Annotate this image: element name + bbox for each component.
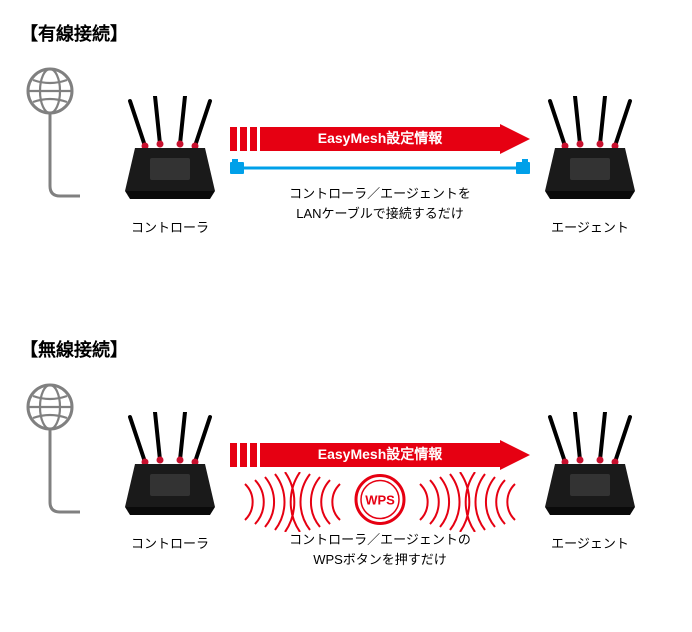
agent-router: エージェント bbox=[530, 96, 650, 236]
wireless-diagram: コントローラ EasyMesh設定情報 bbox=[20, 382, 672, 602]
globe-icon bbox=[20, 382, 80, 527]
controller-router: コントローラ bbox=[110, 96, 230, 236]
wps-wireless-icon: WPS bbox=[230, 472, 530, 532]
agent-router: エージェント bbox=[530, 412, 650, 552]
desc-line1: コントローラ／エージェントを bbox=[289, 186, 471, 201]
wireless-title: 【無線接続】 bbox=[20, 336, 672, 362]
wps-badge: WPS bbox=[354, 474, 406, 531]
arrow-text: EasyMesh設定情報 bbox=[318, 444, 442, 464]
agent-label: エージェント bbox=[530, 217, 650, 236]
wired-diagram: コントローラ EasyMesh設定情報 コン bbox=[20, 66, 672, 286]
router-icon bbox=[530, 412, 650, 522]
wired-description: コントローラ／エージェントを LANケーブルで接続するだけ bbox=[230, 184, 530, 223]
desc-line2: LANケーブルで接続するだけ bbox=[296, 206, 464, 221]
arrow-icon: EasyMesh設定情報 bbox=[230, 440, 530, 475]
controller-label: コントローラ bbox=[110, 217, 230, 236]
router-icon bbox=[110, 96, 230, 206]
controller-router: コントローラ bbox=[110, 412, 230, 552]
wps-label: WPS bbox=[354, 474, 406, 526]
wired-title: 【有線接続】 bbox=[20, 20, 672, 46]
router-icon bbox=[110, 412, 230, 522]
wired-section: 【有線接続】 bbox=[0, 0, 692, 316]
lan-cable-icon bbox=[230, 158, 530, 183]
arrow-text: EasyMesh設定情報 bbox=[318, 128, 442, 148]
arrow-icon: EasyMesh設定情報 bbox=[230, 124, 530, 159]
desc-line2: WPSボタンを押すだけ bbox=[313, 552, 447, 567]
desc-line1: コントローラ／エージェントの bbox=[289, 532, 471, 547]
controller-label: コントローラ bbox=[110, 533, 230, 552]
globe-icon bbox=[20, 66, 80, 211]
router-icon bbox=[530, 96, 650, 206]
wireless-section: 【無線接続】 bbox=[0, 316, 692, 632]
agent-label: エージェント bbox=[530, 533, 650, 552]
wireless-description: コントローラ／エージェントの WPSボタンを押すだけ bbox=[230, 530, 530, 569]
